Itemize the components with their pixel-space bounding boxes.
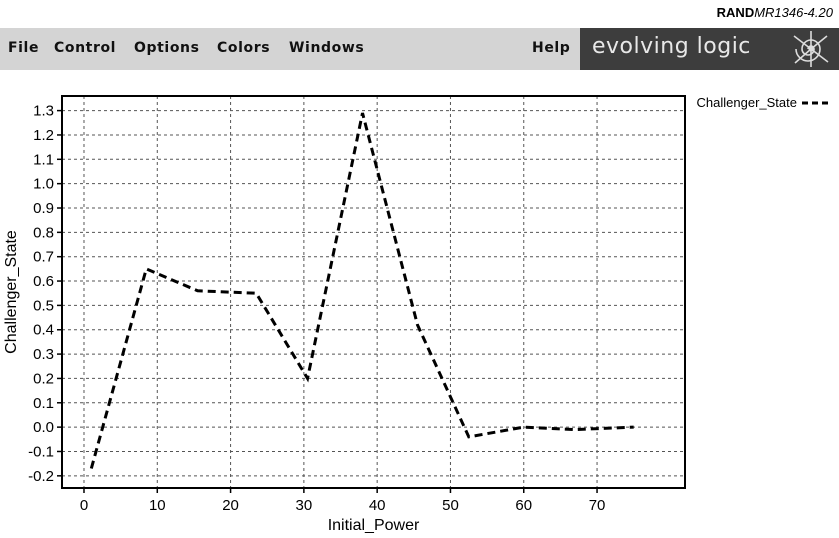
y-tick-label: -0.1 [28,443,54,460]
y-tick-label: 1.2 [33,127,54,144]
x-axis-label: Initial_Power [328,517,420,534]
menu-colors[interactable]: Colors [217,40,271,56]
y-tick-label: 0.7 [33,249,54,266]
x-tick-label: 20 [222,497,239,514]
y-tick-label: 0.1 [33,395,54,412]
x-tick-label: 30 [296,497,313,514]
x-tick-label: 10 [149,497,166,514]
y-tick-label: 0.0 [33,419,54,436]
x-tick-label: 40 [369,497,386,514]
menu-file[interactable]: File [8,40,40,56]
y-axis-label: Challenger_State [3,230,20,354]
y-tick-label: 1.3 [33,103,54,120]
plot-frame [61,95,686,489]
menu-help[interactable]: Help [532,40,571,56]
x-tick-label: 0 [80,497,88,514]
menu-windows[interactable]: Windows [289,40,365,56]
y-tick-label: 0.4 [33,322,54,339]
menu-control[interactable]: Control [54,40,117,56]
source-label-italic: MR1346-4.20 [754,5,833,20]
y-tick-label: 0.6 [33,273,54,290]
source-label-bold: RAND [716,5,755,20]
legend-label: Challenger_State [697,95,797,110]
menu-options[interactable]: Options [134,40,200,56]
series-line [89,112,634,469]
brand-banner: evolving logic [580,28,839,70]
source-label: RANDMR1346-4.20 [717,5,833,20]
y-tick-label: 0.2 [33,370,54,387]
y-tick-label: 1.0 [33,176,54,193]
y-tick-label: 0.8 [33,224,54,241]
y-tick-label: -0.2 [28,468,54,485]
spiral-logo-icon [793,31,829,67]
brand-name: evolving logic [592,34,751,59]
x-tick-label: 70 [589,497,606,514]
x-tick-label: 50 [442,497,459,514]
x-tick-label: 60 [515,497,532,514]
y-tick-label: 0.3 [33,346,54,363]
y-tick-label: 0.5 [33,297,54,314]
y-tick-label: 1.1 [33,151,54,168]
y-tick-label: 0.9 [33,200,54,217]
